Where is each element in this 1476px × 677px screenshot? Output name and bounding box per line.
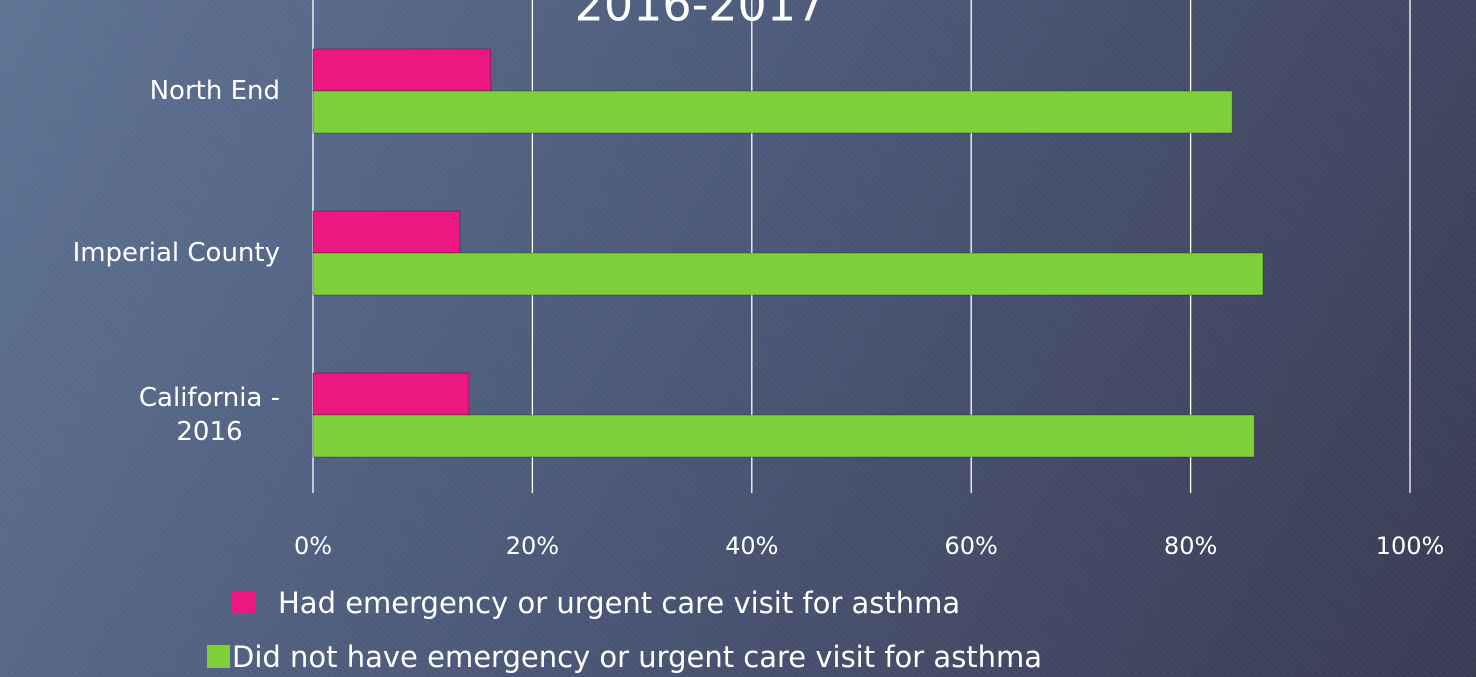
chart-title: 2016-2017 xyxy=(575,0,826,32)
bar xyxy=(312,210,461,254)
legend-label: Had emergency or urgent care visit for a… xyxy=(278,586,960,620)
bar xyxy=(312,90,1233,134)
legend-label: Did not have emergency or urgent care vi… xyxy=(232,640,1042,674)
x-tick-label: 0% xyxy=(294,532,332,560)
bar xyxy=(312,252,1264,296)
y-tick-label: Imperial County xyxy=(72,238,280,268)
y-tick-label: North End xyxy=(149,76,280,106)
x-tick-label: 40% xyxy=(725,532,778,560)
x-tick-label: 60% xyxy=(945,532,998,560)
legend-swatch xyxy=(207,645,230,668)
x-tick-label: 100% xyxy=(1376,532,1445,560)
bar xyxy=(312,48,492,92)
x-tick-label: 80% xyxy=(1164,532,1217,560)
bar xyxy=(312,372,470,416)
x-tick-label: 20% xyxy=(506,532,559,560)
legend-swatch xyxy=(232,591,255,614)
y-tick-label: California - 2016 xyxy=(138,383,280,447)
bar xyxy=(312,414,1255,458)
